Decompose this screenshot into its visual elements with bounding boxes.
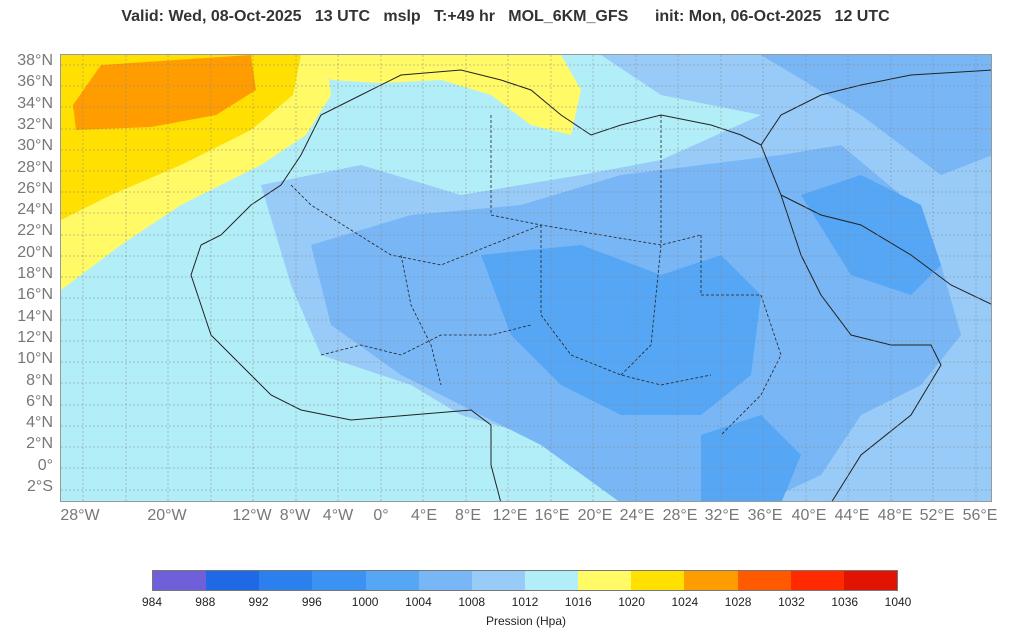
lon-label: 36°E bbox=[747, 507, 783, 524]
map-grid bbox=[61, 55, 991, 501]
colorbar-cell bbox=[153, 571, 207, 590]
colorbar-cell bbox=[684, 571, 738, 590]
lat-label: 28°N bbox=[17, 158, 53, 176]
colorbar-cell bbox=[365, 571, 419, 590]
colorbar-tick: 1020 bbox=[618, 595, 645, 609]
colorbar-cell bbox=[737, 571, 791, 590]
field-1020-med bbox=[311, 55, 581, 135]
lat-label: 0° bbox=[37, 456, 53, 474]
lat-label: 16°N bbox=[17, 286, 53, 304]
lon-label: 8°E bbox=[455, 507, 481, 524]
colorbar-tick: 984 bbox=[141, 595, 163, 609]
lat-label: 2°N bbox=[26, 435, 53, 453]
lat-label: 12°N bbox=[17, 328, 53, 346]
lon-label: 20°W bbox=[147, 507, 187, 524]
colorbar-cell bbox=[259, 571, 313, 590]
colorbar-cell bbox=[471, 571, 525, 590]
colorbar-cell bbox=[312, 571, 366, 590]
lon-label: 4°W bbox=[322, 507, 354, 524]
lon-label: 52°E bbox=[919, 507, 955, 524]
lat-label: 20°N bbox=[17, 243, 53, 261]
colorbar-cell bbox=[206, 571, 260, 590]
west-coastline bbox=[190, 244, 501, 501]
colorbar-cell bbox=[524, 571, 579, 590]
colorbar-tick: 1012 bbox=[511, 595, 539, 609]
lat-label: 18°N bbox=[17, 265, 53, 282]
lon-label: 12°W bbox=[232, 507, 272, 524]
field-1028-west bbox=[73, 55, 256, 130]
lon-label: 48°E bbox=[877, 507, 913, 524]
lat-label: 32°N bbox=[17, 115, 53, 133]
lon-label: 20°E bbox=[577, 507, 613, 524]
lon-label: 40°E bbox=[791, 507, 827, 524]
colorbar-cell bbox=[418, 571, 472, 590]
pressure-map[interactable] bbox=[60, 54, 992, 502]
north-coastline bbox=[200, 69, 991, 246]
lat-label: 2°S bbox=[27, 478, 53, 495]
lon-label: 16°E bbox=[534, 507, 570, 524]
lat-label: 30°N bbox=[17, 137, 53, 155]
lat-label: 24°N bbox=[17, 201, 53, 219]
lon-label: 8°W bbox=[279, 507, 311, 524]
colorbar-tick: 1024 bbox=[671, 595, 699, 609]
colorbar-cell bbox=[790, 571, 844, 590]
lon-label: 4°E bbox=[411, 507, 437, 524]
lon-label: 32°E bbox=[704, 507, 740, 524]
lon-label: 44°E bbox=[834, 507, 870, 524]
colorbar-label: Pression (Hpa) bbox=[485, 614, 567, 628]
lon-label: 12°E bbox=[492, 507, 528, 524]
colorbar-tick: 1032 bbox=[778, 595, 805, 609]
lat-label: 38°N bbox=[17, 52, 53, 69]
colorbar-cell bbox=[843, 571, 897, 590]
arabia-coastline bbox=[780, 194, 991, 305]
colorbar-tick: 1004 bbox=[405, 595, 432, 609]
pressure-colorbar bbox=[152, 570, 898, 591]
map-canvas bbox=[61, 55, 991, 501]
colorbar-cell bbox=[631, 571, 685, 590]
colorbar-tick: 1036 bbox=[831, 595, 859, 609]
colorbar-tick: 1028 bbox=[724, 595, 752, 609]
lon-label: 28°E bbox=[662, 507, 698, 524]
colorbar-tick: 1008 bbox=[458, 595, 486, 609]
lat-label: 34°N bbox=[17, 94, 53, 112]
colorbar-tick: 1040 bbox=[884, 595, 912, 609]
lon-label: 0° bbox=[373, 507, 389, 524]
colorbar-tick: 1000 bbox=[351, 595, 379, 609]
lat-label: 4°N bbox=[26, 414, 53, 432]
lon-label: 24°E bbox=[619, 507, 655, 524]
field-1004-south bbox=[701, 415, 801, 501]
lat-label: 14°N bbox=[17, 307, 53, 325]
field-1008-east bbox=[761, 55, 991, 175]
lat-label: 36°N bbox=[17, 73, 53, 91]
lat-label: 22°N bbox=[17, 222, 53, 240]
lon-label: 56°E bbox=[962, 507, 998, 524]
colorbar-tick: 992 bbox=[248, 595, 269, 609]
lat-label: 10°N bbox=[17, 350, 53, 368]
colorbar-tick: 996 bbox=[301, 595, 322, 609]
colorbar-tick: 988 bbox=[195, 595, 216, 609]
lat-label: 6°N bbox=[26, 392, 53, 410]
colorbar-cell bbox=[578, 571, 632, 590]
map-title: Valid: Wed, 08-Oct-2025 13 UTC mslp T:+4… bbox=[121, 8, 890, 25]
lon-label: 28°W bbox=[60, 507, 100, 524]
lat-label: 8°N bbox=[26, 371, 53, 389]
lat-label: 26°N bbox=[17, 179, 53, 197]
colorbar-tick: 1016 bbox=[564, 595, 592, 609]
